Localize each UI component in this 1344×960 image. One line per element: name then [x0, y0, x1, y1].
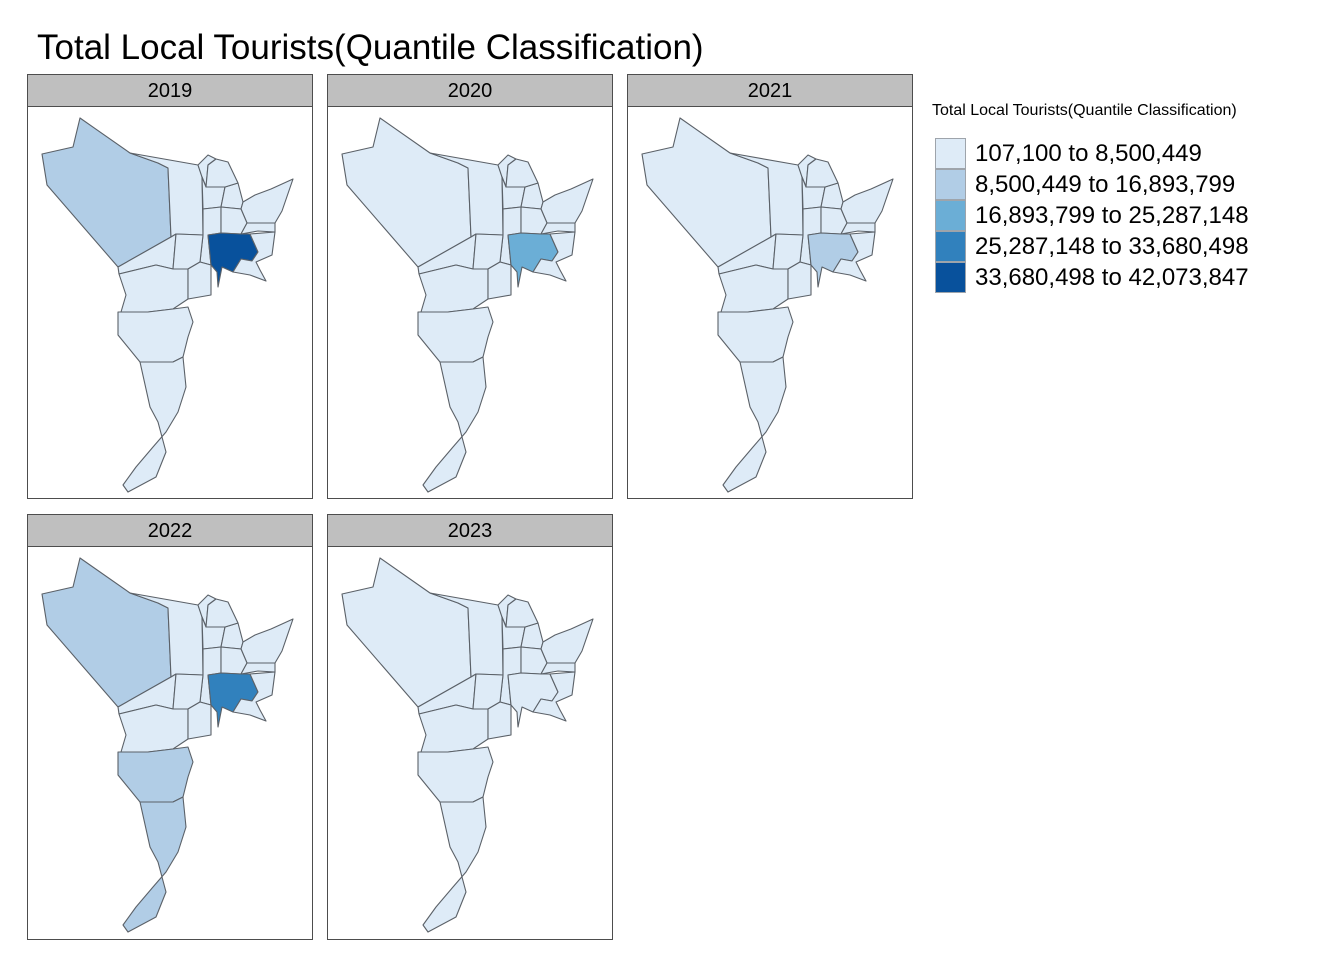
region-e3	[540, 662, 576, 675]
facet-strip-label: 2023	[327, 514, 613, 547]
region-se	[232, 671, 276, 722]
choropleth-map	[27, 107, 313, 499]
region-s2	[422, 796, 487, 933]
region-ne4	[540, 618, 594, 664]
region-c1	[118, 264, 189, 313]
region-ne5	[505, 598, 539, 628]
region-e3	[240, 662, 276, 675]
legend-title: Total Local Tourists(Quantile Classifica…	[932, 102, 1237, 119]
legend-swatch	[935, 262, 966, 293]
legend-item: 25,287,148 to 33,680,498	[935, 231, 1315, 262]
region-nw	[341, 117, 472, 268]
region-s1	[417, 746, 494, 803]
region-c2	[487, 701, 512, 740]
region-se	[532, 671, 576, 722]
facet-strip-label: 2021	[627, 74, 913, 107]
legend-label: 107,100 to 8,500,449	[975, 140, 1202, 167]
region-s2	[722, 356, 787, 493]
facet-panel-2021: 2021	[627, 74, 913, 499]
region-nw	[341, 557, 472, 708]
legend-label: 8,500,449 to 16,893,799	[975, 171, 1236, 198]
region-center	[507, 232, 559, 288]
page-title: Total Local Tourists(Quantile Classifica…	[37, 28, 704, 67]
region-ne5	[205, 158, 239, 188]
region-nw	[41, 557, 172, 708]
legend-swatch	[935, 169, 966, 200]
choropleth-map	[627, 107, 913, 499]
legend-label: 33,680,498 to 42,073,847	[975, 264, 1249, 291]
legend-item: 8,500,449 to 16,893,799	[935, 169, 1315, 200]
region-e3	[240, 222, 276, 235]
choropleth-map	[327, 107, 613, 499]
legend-swatch	[935, 200, 966, 231]
region-s2	[422, 356, 487, 493]
region-se	[832, 231, 876, 282]
facet-panel-2023: 2023	[327, 514, 613, 940]
choropleth-map	[27, 547, 313, 940]
region-s2	[122, 356, 187, 493]
legend-swatch	[935, 231, 966, 262]
legend-item: 33,680,498 to 42,073,847	[935, 262, 1315, 293]
facet-strip-label: 2019	[27, 74, 313, 107]
region-center	[807, 232, 859, 288]
region-nw	[641, 117, 772, 268]
facet-panel-2022: 2022	[27, 514, 313, 940]
legend-label: 25,287,148 to 33,680,498	[975, 233, 1249, 260]
legend-swatch	[935, 138, 966, 169]
facet-strip-label: 2020	[327, 74, 613, 107]
region-c1	[718, 264, 789, 313]
region-c2	[187, 701, 212, 740]
map-legend: Total Local Tourists(Quantile Classifica…	[932, 100, 1249, 293]
region-s1	[717, 306, 794, 363]
region-c1	[418, 264, 489, 313]
region-ne4	[240, 178, 294, 224]
region-ne4	[240, 618, 294, 664]
legend-label: 16,893,799 to 25,287,148	[975, 202, 1249, 229]
region-c2	[787, 261, 812, 300]
region-ne4	[840, 178, 894, 224]
region-s2	[122, 796, 187, 933]
region-c1	[418, 704, 489, 753]
region-s1	[117, 306, 194, 363]
region-s1	[417, 306, 494, 363]
region-s1	[117, 746, 194, 803]
region-e3	[540, 222, 576, 235]
region-center	[207, 672, 259, 728]
region-ne5	[505, 158, 539, 188]
region-se	[232, 231, 276, 282]
choropleth-map	[327, 547, 613, 940]
legend-item: 16,893,799 to 25,287,148	[935, 200, 1315, 231]
region-center	[507, 672, 559, 728]
region-e3	[840, 222, 876, 235]
facet-strip-label: 2022	[27, 514, 313, 547]
region-c2	[487, 261, 512, 300]
region-ne4	[540, 178, 594, 224]
region-ne5	[205, 598, 239, 628]
region-center	[207, 232, 259, 288]
facet-panel-2019: 2019	[27, 74, 313, 499]
legend-item: 107,100 to 8,500,449	[935, 138, 1315, 169]
region-c2	[187, 261, 212, 300]
region-c1	[118, 704, 189, 753]
region-ne5	[805, 158, 839, 188]
region-se	[532, 231, 576, 282]
region-nw	[41, 117, 172, 268]
facet-panel-2020: 2020	[327, 74, 613, 499]
